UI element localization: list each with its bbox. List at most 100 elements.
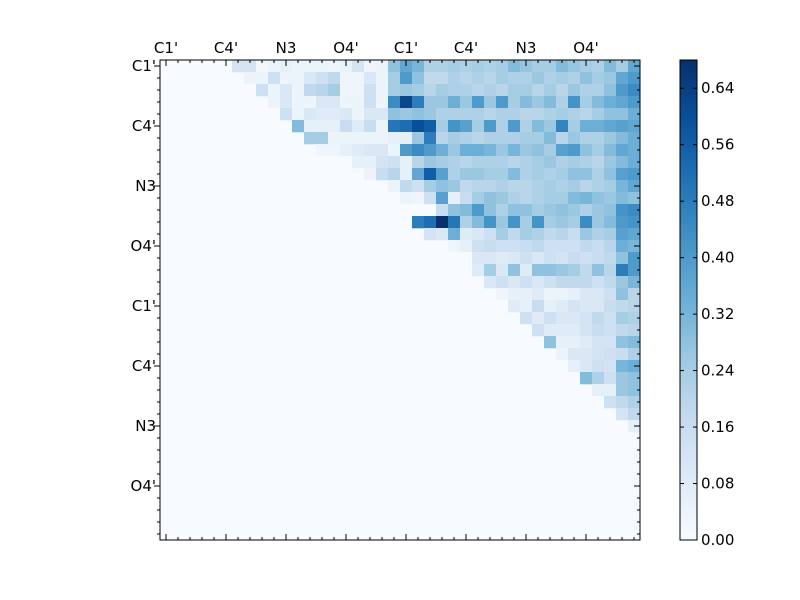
heatmap-cell	[544, 228, 557, 241]
heatmap-cell	[520, 312, 533, 325]
heatmap-cell	[508, 108, 521, 121]
heatmap-cell	[508, 288, 521, 301]
heatmap-cell	[508, 192, 521, 205]
heatmap-cell	[544, 240, 557, 253]
heatmap-cell	[532, 216, 545, 229]
colorbar-tick-label: 0.24	[701, 362, 734, 380]
heatmap-cell	[460, 240, 473, 253]
heatmap-cell	[256, 84, 269, 97]
heatmap-cell	[352, 156, 365, 169]
heatmap-cell	[604, 144, 617, 157]
heatmap-cell	[436, 120, 449, 133]
colorbar-tick-label: 0.40	[701, 249, 734, 267]
heatmap-cell	[568, 204, 581, 217]
heatmap-cell	[292, 84, 305, 97]
heatmap-cell	[388, 96, 401, 109]
heatmap-cell	[592, 240, 605, 253]
heatmap-cell	[268, 84, 281, 97]
heatmap-cell	[412, 96, 425, 109]
heatmap-cell	[568, 216, 581, 229]
heatmap-cell	[448, 120, 461, 133]
heatmap-cell	[616, 168, 629, 181]
heatmap-cell	[484, 60, 497, 73]
heatmap-cell	[532, 228, 545, 241]
heatmap-cell	[592, 348, 605, 361]
heatmap-cell	[460, 120, 473, 133]
colorbar-tick-label: 0.16	[701, 418, 734, 436]
heatmap-cell	[556, 288, 569, 301]
heatmap-cell	[568, 72, 581, 85]
heatmap-cell	[472, 72, 485, 85]
heatmap-cell	[568, 276, 581, 289]
heatmap-cell	[556, 180, 569, 193]
heatmap-cell	[448, 84, 461, 97]
heatmap-cell	[580, 228, 593, 241]
heatmap-cell	[544, 96, 557, 109]
heatmap-cell	[496, 168, 509, 181]
heatmap-cell	[616, 348, 629, 361]
colorbar-ticks: 0.00 0.08 0.16 0.24 0.32 0.40 0.48 0.56 0.64	[680, 79, 734, 549]
heatmap-cell	[556, 252, 569, 265]
heatmap-cell	[448, 168, 461, 181]
heatmap-cell	[544, 324, 557, 337]
heatmap-cell	[436, 132, 449, 145]
heatmap-cell	[460, 228, 473, 241]
heatmap-cell	[496, 108, 509, 121]
heatmap-cell	[556, 228, 569, 241]
heatmap-cell	[256, 60, 269, 73]
heatmap-cell	[580, 336, 593, 349]
heatmap-cell	[340, 108, 353, 121]
heatmap-cell	[448, 180, 461, 193]
colorbar-tick-label: 0.48	[701, 192, 734, 210]
heatmap-cell	[424, 108, 437, 121]
heatmap-cell	[448, 108, 461, 121]
heatmap-cell	[448, 132, 461, 145]
heatmap-cell	[628, 96, 641, 109]
heatmap-cell	[292, 96, 305, 109]
heatmap-cell	[532, 60, 545, 73]
heatmap-cell	[424, 60, 437, 73]
heatmap-cell	[400, 156, 413, 169]
heatmap-cell	[328, 96, 341, 109]
heatmap-cell	[592, 252, 605, 265]
heatmap-cell	[592, 288, 605, 301]
heatmap-cell	[424, 216, 437, 229]
heatmap-cell	[532, 288, 545, 301]
heatmap-cell	[616, 204, 629, 217]
heatmap-cell	[556, 96, 569, 109]
heatmap-cell	[484, 276, 497, 289]
heatmap-cell	[616, 108, 629, 121]
heatmap-cell	[544, 276, 557, 289]
heatmap-cell	[616, 336, 629, 349]
heatmap-cell	[532, 168, 545, 181]
heatmap-cell	[436, 180, 449, 193]
heatmap-cell	[496, 264, 509, 277]
heatmap-cell	[592, 108, 605, 121]
heatmap-cell	[496, 240, 509, 253]
heatmap-cell	[424, 84, 437, 97]
heatmap-cell	[280, 84, 293, 97]
heatmap-cell	[508, 60, 521, 73]
heatmap-cell	[280, 108, 293, 121]
heatmap-cell	[364, 60, 377, 73]
heatmap-cell	[364, 108, 377, 121]
heatmap-cell	[352, 84, 365, 97]
x-tick-label: C4'	[454, 39, 478, 57]
heatmap-cell	[580, 168, 593, 181]
heatmap-cell	[580, 204, 593, 217]
heatmap-cell	[388, 168, 401, 181]
x-tick-label: N3	[276, 39, 297, 57]
heatmap-cell	[520, 276, 533, 289]
heatmap-cell	[628, 144, 641, 157]
heatmap-cell	[400, 144, 413, 157]
heatmap-cell	[472, 108, 485, 121]
heatmap-cell	[520, 204, 533, 217]
heatmap-cell	[556, 276, 569, 289]
heatmap-cell	[628, 228, 641, 241]
heatmap-cell	[352, 72, 365, 85]
heatmap-cell	[628, 372, 641, 385]
heatmap-cell	[484, 216, 497, 229]
heatmap-cell	[520, 216, 533, 229]
heatmap-cell	[616, 408, 629, 421]
heatmap-cell	[268, 72, 281, 85]
